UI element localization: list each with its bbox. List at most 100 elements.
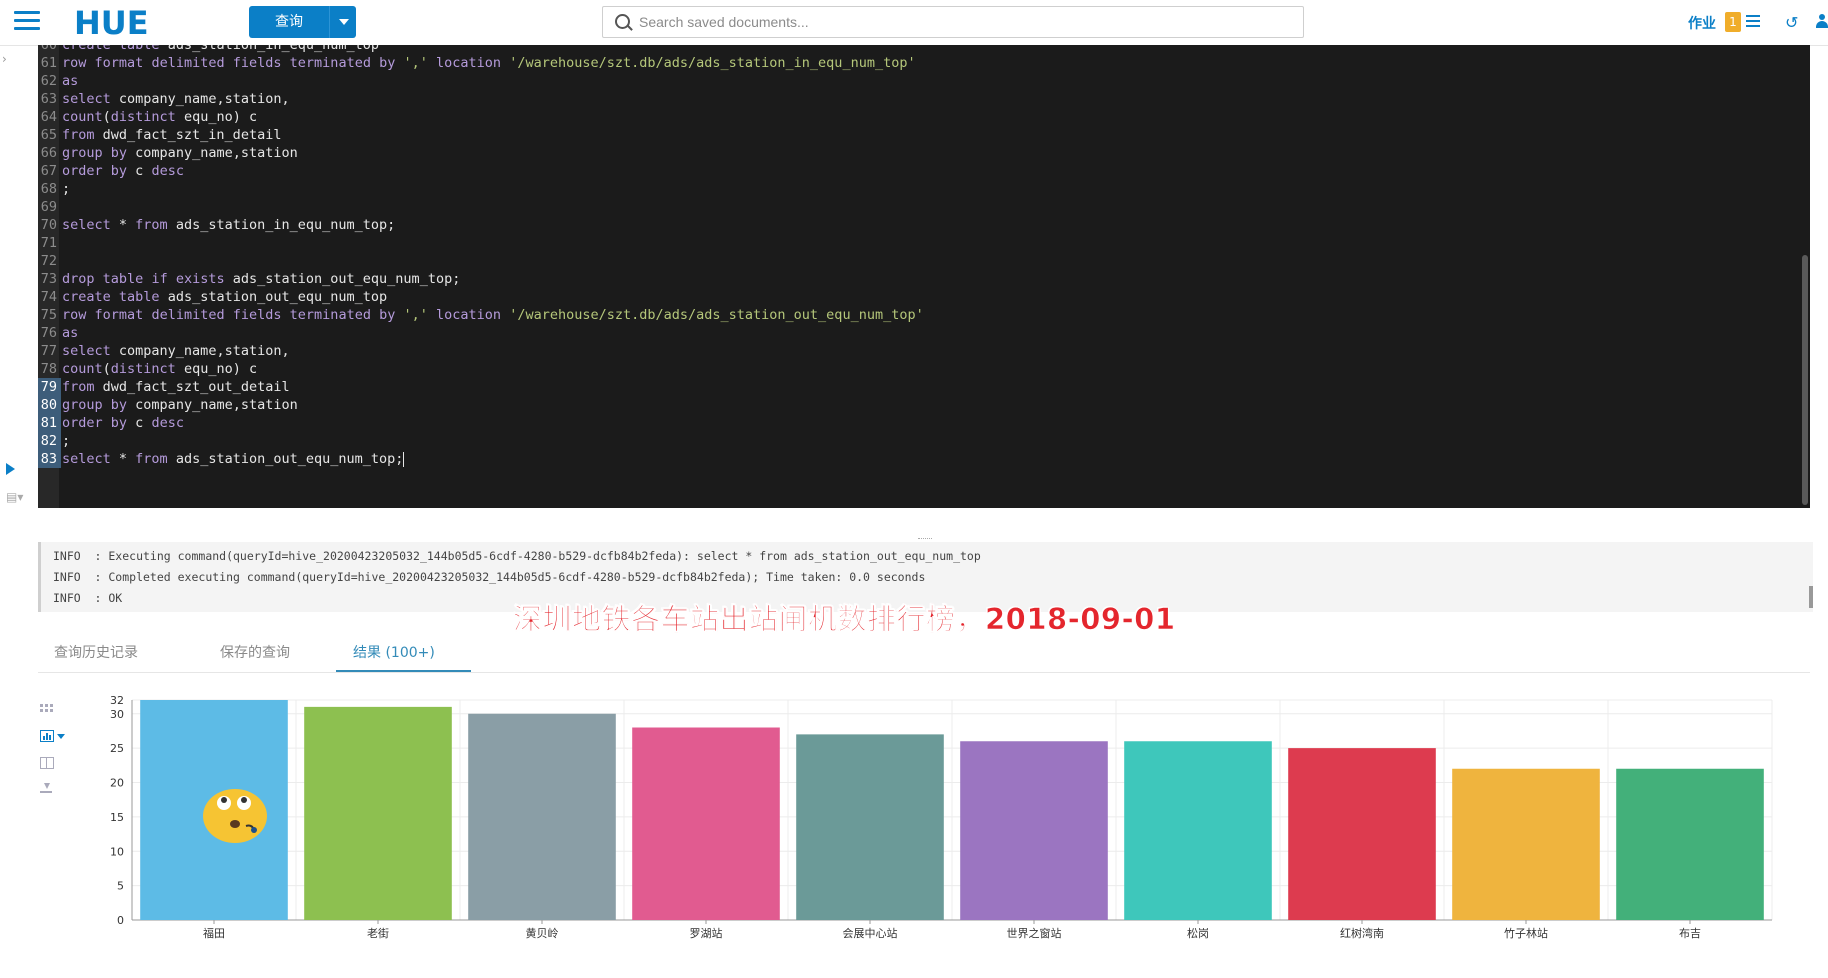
jobs-count-badge[interactable]: 1 — [1725, 12, 1741, 32]
code-text[interactable]: count(distinct equ_no) c — [62, 109, 258, 125]
editor-line[interactable]: 78 count(distinct equ_no) c — [38, 360, 1808, 378]
bar[interactable] — [468, 713, 616, 920]
x-tick-label: 世界之窗站 — [1007, 926, 1062, 940]
thinking-emoji-sticker — [203, 789, 267, 843]
editor-line[interactable]: 76 as — [38, 324, 1808, 342]
log-scrollbar[interactable] — [1809, 586, 1813, 608]
run-icon[interactable] — [6, 463, 15, 475]
editor-line[interactable]: 72 — [38, 252, 1808, 270]
table-columns-icon[interactable] — [40, 757, 54, 769]
line-number: 78 — [40, 361, 57, 377]
editor-line[interactable]: 65 from dwd_fact_szt_in_detail — [38, 126, 1808, 144]
tab-results[interactable]: 结果 (100+) — [353, 645, 435, 661]
code-text[interactable]: as — [62, 325, 79, 341]
code-text[interactable]: count(distinct equ_no) c — [62, 361, 258, 377]
code-text[interactable]: from dwd_fact_szt_in_detail — [62, 127, 282, 143]
bar[interactable] — [304, 706, 452, 920]
code-text[interactable] — [61, 253, 62, 269]
y-tick-label: 25 — [110, 742, 124, 755]
editor-scrollbar[interactable] — [1802, 255, 1808, 505]
editor-line[interactable]: 62 as — [38, 72, 1808, 90]
x-tick-label: 松岗 — [1187, 926, 1209, 940]
search-box[interactable] — [602, 6, 1304, 38]
y-tick-label: 32 — [110, 694, 124, 707]
bar[interactable] — [632, 727, 780, 921]
editor-line[interactable]: 79 from dwd_fact_szt_out_detail — [38, 378, 1808, 396]
code-text[interactable]: select company_name,station, — [62, 91, 290, 107]
code-text[interactable] — [61, 199, 62, 215]
log-line: INFO : Executing command(queryId=hive_20… — [53, 549, 981, 563]
search-input[interactable] — [637, 11, 1291, 33]
jobs-list-icon[interactable] — [1746, 15, 1760, 27]
editor-line[interactable]: 69 — [38, 198, 1808, 216]
bar[interactable] — [1616, 768, 1764, 920]
hue-logo[interactable]: HUE — [74, 4, 178, 40]
editor-line[interactable]: 64 count(distinct equ_no) c — [38, 108, 1808, 126]
code-text[interactable]: ; — [62, 181, 71, 197]
code-text[interactable]: ; — [62, 433, 71, 449]
code-text[interactable]: as — [62, 73, 79, 89]
editor-line[interactable]: 68; — [38, 180, 1808, 198]
editor-line[interactable]: 80 group by company_name,station — [38, 396, 1808, 414]
editor-line[interactable]: 77 select company_name,station, — [38, 342, 1808, 360]
code-text[interactable]: group by company_name,station — [62, 397, 298, 413]
code-text[interactable]: create table ads_station_in_equ_num_top — [62, 45, 380, 53]
query-button-label[interactable]: 查询 — [275, 14, 303, 30]
query-dropdown-caret-icon[interactable] — [329, 6, 357, 38]
line-number: 72 — [40, 253, 57, 269]
editor-line[interactable]: 71 — [38, 234, 1808, 252]
tab-query-history[interactable]: 查询历史记录 — [54, 645, 138, 661]
code-text[interactable]: select * from ads_station_in_equ_num_top… — [62, 217, 396, 233]
jobs-link[interactable]: 作业 — [1688, 16, 1716, 32]
editor-line[interactable]: 81 order by c desc — [38, 414, 1808, 432]
query-button[interactable]: 查询 — [249, 6, 356, 38]
sql-editor[interactable]: 60 create table ads_station_in_equ_num_to… — [38, 45, 1810, 508]
bar[interactable] — [960, 741, 1108, 920]
editor-line[interactable]: 66 group by company_name,station — [38, 144, 1808, 162]
code-text[interactable]: order by c desc — [62, 415, 184, 431]
download-icon[interactable] — [40, 783, 54, 795]
code-text[interactable]: drop table if exists ads_station_out_equ… — [62, 271, 461, 287]
x-tick-label: 黄贝岭 — [526, 926, 559, 940]
line-number: 70 — [40, 217, 57, 233]
y-tick-label: 30 — [110, 708, 124, 721]
editor-line[interactable]: 61 row format delimited fields terminated… — [38, 54, 1808, 72]
log-line: INFO : OK — [53, 591, 123, 605]
log-line: INFO : Completed executing command(query… — [53, 570, 926, 584]
history-icon[interactable]: ↺ — [1785, 13, 1799, 32]
editor-line[interactable]: 70 select * from ads_station_in_equ_num_t… — [38, 216, 1808, 234]
code-text[interactable]: select * from ads_station_out_equ_num_to… — [62, 451, 404, 467]
editor-code[interactable]: 60 create table ads_station_in_equ_num_to… — [38, 45, 1808, 468]
chevron-right-icon[interactable]: › — [2, 52, 7, 66]
book-icon[interactable]: ▤▾ — [6, 490, 24, 504]
code-text[interactable]: select company_name,station, — [62, 343, 290, 359]
code-text[interactable]: row format delimited fields terminated b… — [62, 55, 916, 71]
bar[interactable] — [1124, 741, 1272, 920]
code-text[interactable]: row format delimited fields terminated b… — [62, 307, 924, 323]
code-text[interactable] — [61, 235, 62, 251]
bar[interactable] — [1288, 748, 1436, 920]
code-text[interactable]: group by company_name,station — [62, 145, 298, 161]
code-text[interactable]: create table ads_station_out_equ_num_top — [62, 289, 388, 305]
editor-line[interactable]: 75 row format delimited fields terminated… — [38, 306, 1808, 324]
tab-saved-queries[interactable]: 保存的查询 — [220, 645, 290, 661]
line-number: 82 — [38, 432, 61, 450]
editor-line[interactable]: 63 select company_name,station, — [38, 90, 1808, 108]
chart-view-icon[interactable] — [40, 730, 65, 742]
x-tick-label: 红树湾南 — [1340, 926, 1384, 940]
editor-line[interactable]: 82; — [38, 432, 1808, 450]
user-icon[interactable] — [1816, 14, 1828, 28]
hamburger-menu-icon[interactable] — [14, 11, 40, 31]
x-tick-label: 布吉 — [1679, 927, 1701, 940]
bar[interactable] — [796, 734, 944, 920]
editor-line[interactable]: 73 drop table if exists ads_station_out_e… — [38, 270, 1808, 288]
bar[interactable] — [1452, 768, 1600, 920]
editor-line[interactable]: 74 create table ads_station_out_equ_num_t… — [38, 288, 1808, 306]
editor-line[interactable]: 60 create table ads_station_in_equ_num_to… — [38, 45, 1808, 54]
editor-line[interactable]: 83 select * from ads_station_out_equ_num_… — [38, 450, 1808, 468]
code-text[interactable]: order by c desc — [62, 163, 184, 179]
code-text[interactable]: from dwd_fact_szt_out_detail — [62, 379, 290, 395]
grid-view-icon[interactable] — [40, 703, 54, 715]
editor-line[interactable]: 67 order by c desc — [38, 162, 1808, 180]
